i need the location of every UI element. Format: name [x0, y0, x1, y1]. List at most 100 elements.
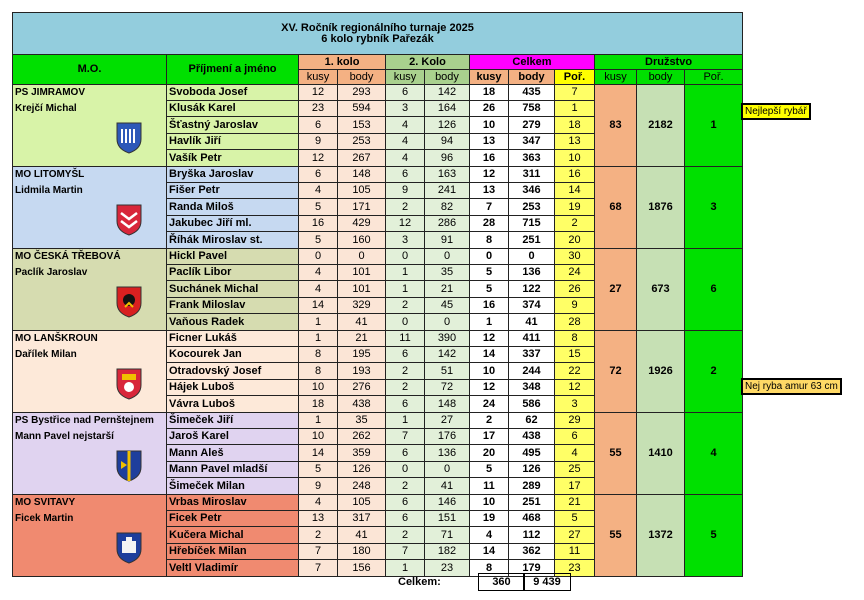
best-amur-note: Nej ryba amur 63 cm — [741, 378, 842, 395]
k1-kusy: 8 — [298, 346, 338, 363]
header-name: Příjmení a jméno — [166, 54, 299, 85]
team-body: 1372 — [636, 494, 685, 577]
celkem-poradi: 8 — [554, 330, 595, 347]
team-body: 673 — [636, 248, 685, 331]
mo-name: MO LITOMYŠL — [15, 169, 85, 180]
team-poradi: 4 — [683, 412, 744, 495]
celkem-kusy: 7 — [469, 198, 509, 216]
k1-kusy: 7 — [298, 543, 338, 560]
celkem-body: 363 — [508, 149, 555, 167]
k1-kusy: 6 — [298, 116, 338, 134]
team-body: 2182 — [636, 84, 685, 167]
sub-k2-kusy: kusy — [385, 69, 425, 85]
celkem-kusy: 16 — [469, 297, 509, 314]
sub-dru-por: Poř. — [683, 69, 744, 85]
celkem-kusy: 16 — [469, 149, 509, 167]
k1-kusy: 4 — [298, 494, 338, 511]
k2-kusy: 4 — [385, 116, 425, 134]
k2-body: 164 — [424, 100, 470, 117]
table-row: Kučera Michal 2 41 2 71 4 112 27 — [13, 526, 743, 544]
k1-body: 293 — [337, 84, 386, 101]
celkem-kusy: 10 — [469, 362, 509, 380]
member-name: Suchánek Michal — [166, 280, 299, 298]
celkem-poradi: 5 — [554, 510, 595, 527]
celkem-kusy: 2 — [469, 412, 509, 429]
celkem-poradi: 17 — [554, 477, 595, 495]
k2-kusy: 2 — [385, 297, 425, 314]
header-druzstvo: Družstvo — [593, 54, 744, 70]
sub-dru-kusy: kusy — [594, 69, 637, 85]
mo-captain: Mann Pavel nejstarší — [15, 431, 114, 442]
member-name: Veltl Vladimír — [166, 559, 299, 577]
celkem-poradi: 12 — [554, 379, 595, 396]
k1-body: 156 — [337, 559, 386, 577]
k2-kusy: 7 — [385, 428, 425, 445]
member-name: Vrbas Miroslav — [166, 494, 299, 511]
celkem-body: 758 — [508, 100, 555, 117]
k2-body: 21 — [424, 280, 470, 298]
mo-captain: Dařílek Milan — [15, 349, 77, 360]
team-poradi: 6 — [683, 248, 744, 331]
member-name: Jaroš Karel — [166, 428, 299, 445]
celkem-poradi: 23 — [554, 559, 595, 577]
sub-cel-body: body — [508, 69, 555, 85]
member-name: Šťastný Jaroslav — [166, 116, 299, 134]
table-row: MO LANŠKROUN Dařílek Milan Ficner Lukáš 1… — [12, 330, 744, 413]
celkem-kusy: 26 — [469, 100, 509, 117]
member-name: Frank Miloslav — [166, 297, 299, 314]
k2-body: 0 — [424, 313, 470, 331]
celkem-poradi: 3 — [554, 395, 595, 413]
total-label: Celkem: — [398, 576, 441, 588]
results-table: XV. Ročník regionálního turnaje 2025 6 k… — [11, 12, 744, 577]
member-name: Klusák Karel — [166, 100, 299, 117]
table-row: PS JIMRAMOV Krejčí Michal Svoboda Josef 1… — [12, 84, 744, 167]
table-row: MO ČESKÁ TŘEBOVÁ Paclík Jaroslav Hickl P… — [12, 248, 744, 331]
mo-cell: PS Bystřice nad Pernštejnem Mann Pavel n… — [12, 412, 167, 495]
team-poradi: 3 — [683, 166, 744, 249]
table-row: Vašík Petr 12 267 4 96 16 363 10 — [13, 149, 743, 167]
celkem-body: 468 — [508, 510, 555, 527]
celkem-poradi: 16 — [554, 166, 595, 183]
k2-kusy: 12 — [385, 215, 425, 232]
k2-body: 136 — [424, 444, 470, 462]
k2-body: 286 — [424, 215, 470, 232]
celkem-poradi: 30 — [554, 248, 595, 265]
table-row: Ficek Petr 13 317 6 151 19 468 5 — [13, 510, 743, 527]
celkem-kusy: 17 — [469, 428, 509, 445]
sub-cel-kusy: kusy — [469, 69, 509, 85]
k2-kusy: 1 — [385, 559, 425, 577]
mo-cell: MO ČESKÁ TŘEBOVÁ Paclík Jaroslav — [12, 248, 167, 331]
member-name: Bryška Jaroslav — [166, 166, 299, 183]
k2-kusy: 11 — [385, 330, 425, 347]
member-name: Jakubec Jiří ml. — [166, 215, 299, 232]
member-name: Hickl Pavel — [166, 248, 299, 265]
k1-kusy: 10 — [298, 379, 338, 396]
k1-body: 317 — [337, 510, 386, 527]
mo-cell: MO LANŠKROUN Dařílek Milan — [12, 330, 167, 413]
team-kusy: 27 — [594, 248, 637, 331]
k2-kusy: 6 — [385, 346, 425, 363]
celkem-poradi: 4 — [554, 444, 595, 462]
member-name: Paclík Libor — [166, 264, 299, 281]
k1-body: 160 — [337, 231, 386, 249]
celkem-kusy: 8 — [469, 559, 509, 577]
header-kolo2: 2. Kolo — [385, 54, 470, 70]
k2-kusy: 6 — [385, 494, 425, 511]
celkem-body: 244 — [508, 362, 555, 380]
celkem-body: 348 — [508, 379, 555, 396]
member-name: Šimeček Jiří — [166, 412, 299, 429]
team-kusy: 72 — [594, 330, 637, 413]
k2-kusy: 1 — [385, 280, 425, 298]
total-body: 9 439 — [523, 573, 571, 591]
celkem-body: 41 — [508, 313, 555, 331]
celkem-kusy: 13 — [469, 133, 509, 150]
k2-body: 41 — [424, 477, 470, 495]
celkem-poradi: 9 — [554, 297, 595, 314]
k2-body: 182 — [424, 543, 470, 560]
k1-body: 41 — [337, 526, 386, 544]
mo-cell: MO SVITAVY Ficek Martin — [12, 494, 167, 577]
table-row: Hřebíček Milan 7 180 7 182 14 362 11 — [13, 543, 743, 560]
celkem-body: 126 — [508, 461, 555, 478]
k1-body: 126 — [337, 461, 386, 478]
k2-kusy: 6 — [385, 166, 425, 183]
